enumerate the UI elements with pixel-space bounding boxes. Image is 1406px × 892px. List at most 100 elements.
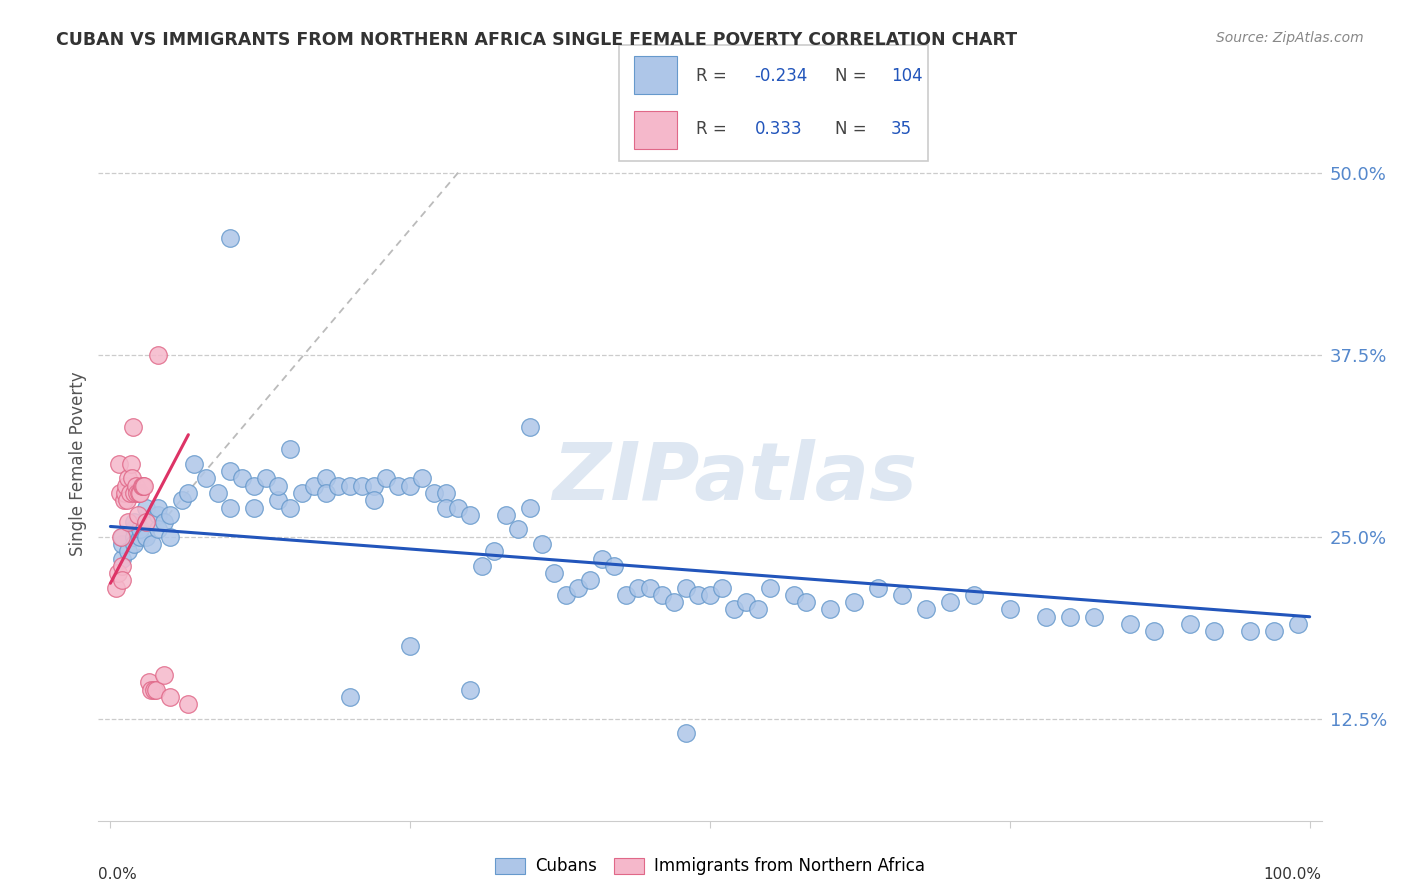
Point	[132, 478, 155, 492]
Point	[591, 551, 613, 566]
Point	[219, 231, 242, 245]
Point	[1059, 609, 1081, 624]
Point	[339, 478, 361, 492]
Point	[115, 478, 138, 492]
Text: Source: ZipAtlas.com: Source: ZipAtlas.com	[1216, 31, 1364, 45]
Point	[159, 508, 181, 522]
Point	[747, 602, 769, 616]
Text: R =: R =	[696, 120, 733, 138]
Point	[110, 530, 132, 544]
Point	[387, 478, 409, 492]
Point	[1286, 617, 1309, 632]
Point	[118, 486, 141, 500]
Point	[254, 471, 277, 485]
Point	[375, 471, 398, 485]
Point	[1263, 624, 1285, 639]
Point	[1202, 624, 1225, 639]
Point	[519, 500, 541, 515]
Point	[915, 602, 938, 616]
Point	[135, 500, 157, 515]
Point	[122, 420, 145, 434]
Point	[352, 478, 374, 492]
Point	[434, 486, 457, 500]
Point	[141, 682, 163, 697]
Point	[675, 581, 697, 595]
Point	[1143, 624, 1166, 639]
Point	[315, 471, 337, 485]
Point	[304, 478, 326, 492]
Text: 100.0%: 100.0%	[1264, 867, 1322, 882]
Point	[124, 522, 146, 536]
Point	[1119, 617, 1142, 632]
Point	[638, 581, 661, 595]
Point	[153, 668, 176, 682]
Point	[267, 493, 290, 508]
Text: N =: N =	[835, 67, 872, 85]
Point	[651, 588, 673, 602]
Point	[145, 682, 167, 697]
Point	[105, 581, 128, 595]
Text: CUBAN VS IMMIGRANTS FROM NORTHERN AFRICA SINGLE FEMALE POVERTY CORRELATION CHART: CUBAN VS IMMIGRANTS FROM NORTHERN AFRICA…	[56, 31, 1018, 49]
Point	[114, 486, 136, 500]
Point	[117, 515, 139, 529]
Point	[111, 551, 134, 566]
Point	[183, 457, 205, 471]
Point	[172, 493, 194, 508]
Point	[195, 471, 218, 485]
Point	[177, 697, 200, 711]
Point	[567, 581, 589, 595]
Text: 35: 35	[891, 120, 912, 138]
Point	[614, 588, 637, 602]
Point	[399, 478, 422, 492]
Point	[111, 558, 134, 573]
Y-axis label: Single Female Poverty: Single Female Poverty	[69, 372, 87, 556]
Point	[124, 478, 146, 492]
Point	[148, 508, 170, 522]
Point	[125, 486, 148, 500]
Point	[543, 566, 565, 580]
Point	[423, 486, 446, 500]
Point	[132, 478, 155, 492]
Point	[207, 486, 229, 500]
Point	[135, 515, 157, 529]
Point	[148, 348, 170, 362]
Point	[153, 515, 176, 529]
Point	[519, 420, 541, 434]
Point	[124, 530, 146, 544]
Point	[111, 537, 134, 551]
Point	[315, 486, 337, 500]
Point	[142, 682, 165, 697]
Point	[141, 537, 163, 551]
Point	[711, 581, 734, 595]
Point	[127, 508, 149, 522]
Point	[399, 639, 422, 653]
Point	[555, 588, 578, 602]
Point	[1239, 624, 1261, 639]
Point	[495, 508, 517, 522]
Point	[124, 537, 146, 551]
Point	[434, 500, 457, 515]
Bar	[634, 111, 678, 149]
Point	[135, 515, 157, 529]
Text: -0.234: -0.234	[755, 67, 808, 85]
Point	[117, 544, 139, 558]
Point	[159, 530, 181, 544]
Text: N =: N =	[835, 120, 872, 138]
Point	[124, 515, 146, 529]
Point	[963, 588, 986, 602]
Point	[998, 602, 1021, 616]
Point	[121, 471, 143, 485]
Point	[267, 478, 290, 492]
Point	[1178, 617, 1201, 632]
Point	[115, 493, 138, 508]
Point	[675, 726, 697, 740]
Point	[108, 457, 131, 471]
Point	[447, 500, 470, 515]
Point	[159, 690, 181, 704]
Point	[531, 537, 554, 551]
Bar	[634, 56, 678, 95]
Point	[759, 581, 782, 595]
Point	[458, 682, 481, 697]
Point	[890, 588, 912, 602]
Point	[111, 574, 134, 588]
